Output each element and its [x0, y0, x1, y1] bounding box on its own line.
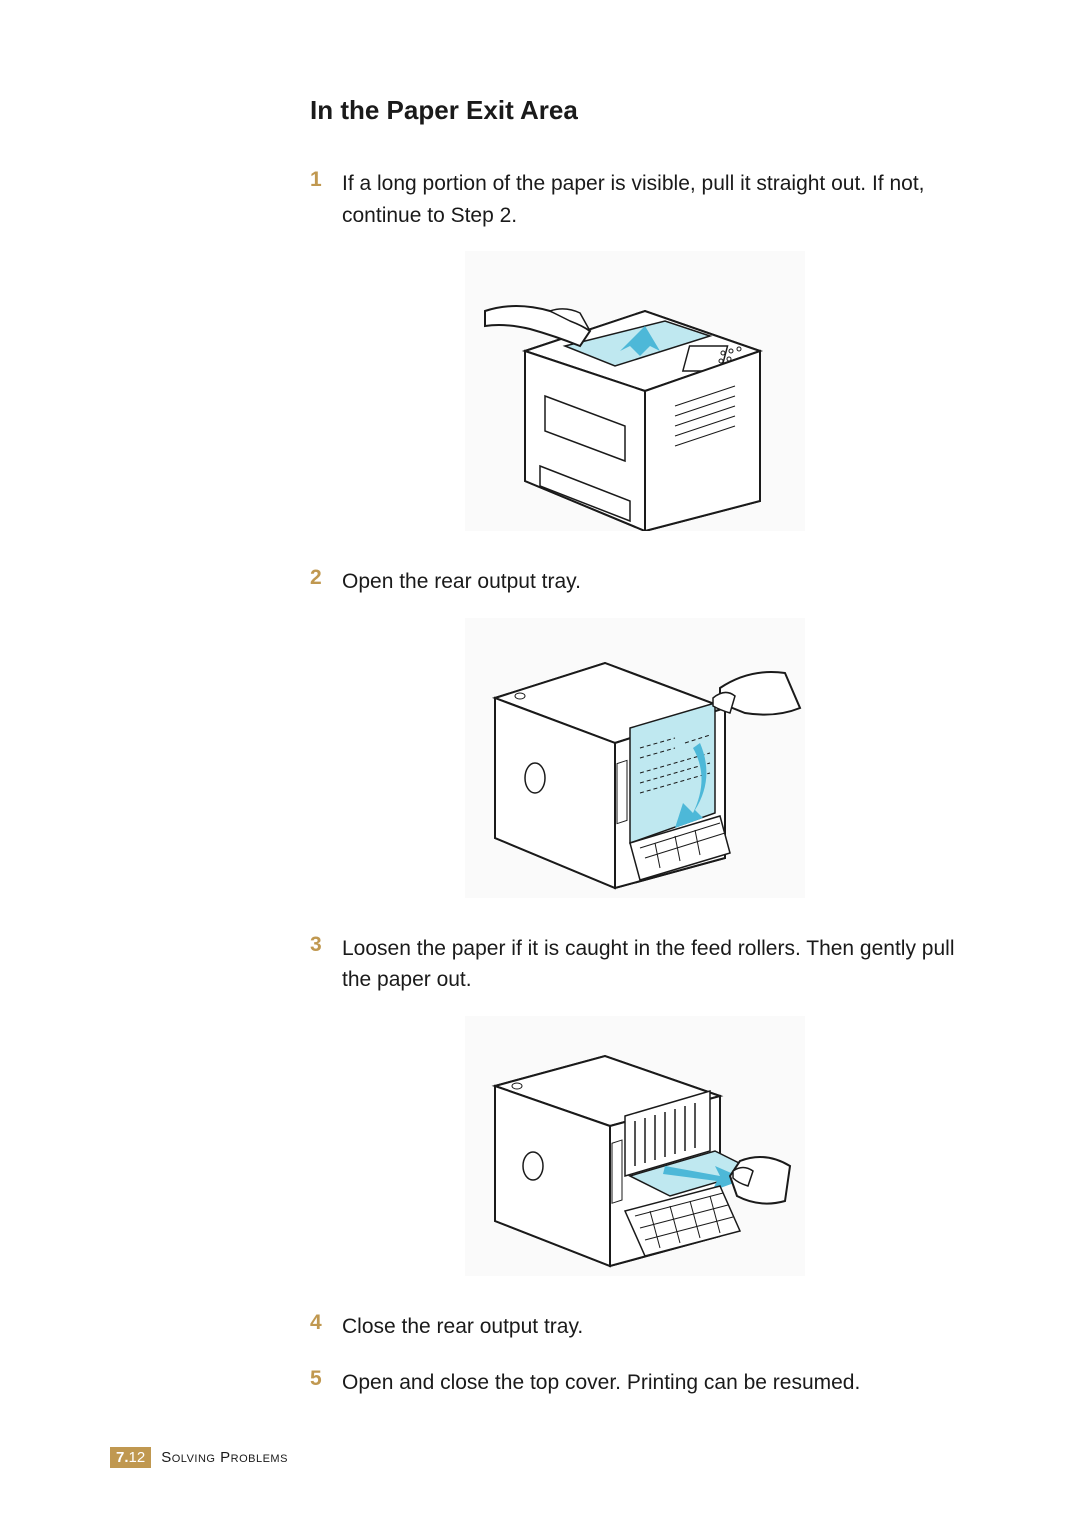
step-3-number: 3: [310, 933, 342, 996]
step-5-number: 5: [310, 1367, 342, 1399]
page-number: 12: [129, 1449, 146, 1466]
step-4-number: 4: [310, 1311, 342, 1343]
chapter-number: 7.: [116, 1449, 129, 1466]
printer-top-pull-illustration: [465, 251, 805, 531]
printer-rear-open-illustration: [465, 618, 805, 898]
step-2-number: 2: [310, 566, 342, 598]
step-3: 3 Loosen the paper if it is caught in th…: [310, 933, 960, 996]
step-5: 5 Open and close the top cover. Printing…: [310, 1367, 960, 1399]
section-heading: In the Paper Exit Area: [310, 95, 960, 126]
step-1-text: If a long portion of the paper is visibl…: [342, 168, 960, 231]
illustration-2-container: [310, 618, 960, 898]
step-1-number: 1: [310, 168, 342, 231]
step-2: 2 Open the rear output tray.: [310, 566, 960, 598]
page-footer: 7.12 Solving Problems: [110, 1447, 288, 1468]
illustration-3-container: [310, 1016, 960, 1276]
printer-pull-paper-illustration: [465, 1016, 805, 1276]
illustration-1-container: [310, 251, 960, 531]
step-2-text: Open the rear output tray.: [342, 566, 581, 598]
step-3-text: Loosen the paper if it is caught in the …: [342, 933, 960, 996]
step-4-text: Close the rear output tray.: [342, 1311, 583, 1343]
page-number-badge: 7.12: [110, 1447, 151, 1468]
step-4: 4 Close the rear output tray.: [310, 1311, 960, 1343]
step-1: 1 If a long portion of the paper is visi…: [310, 168, 960, 231]
step-5-text: Open and close the top cover. Printing c…: [342, 1367, 860, 1399]
footer-section-title: Solving Problems: [161, 1449, 288, 1466]
